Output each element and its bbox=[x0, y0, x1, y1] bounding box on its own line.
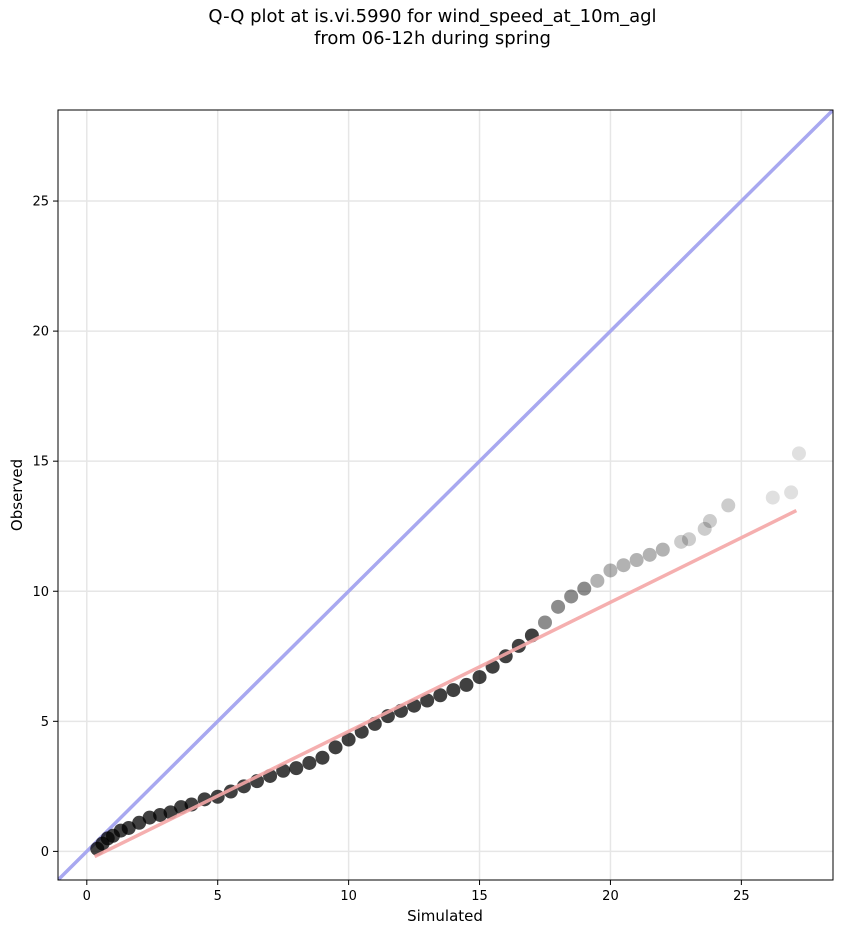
x-tick-label-1: 5 bbox=[214, 889, 222, 904]
y-tick-label-1: 5 bbox=[41, 715, 49, 730]
y-tick-label-0: 0 bbox=[41, 845, 49, 860]
data-point-42 bbox=[590, 573, 605, 588]
data-point-48 bbox=[674, 534, 689, 549]
data-point-50 bbox=[697, 521, 712, 536]
data-points bbox=[90, 446, 806, 856]
data-point-21 bbox=[315, 750, 330, 765]
x-tick-label-3: 15 bbox=[471, 889, 488, 904]
data-point-40 bbox=[564, 589, 579, 604]
y-tick-label-3: 15 bbox=[32, 455, 49, 470]
data-point-33 bbox=[472, 670, 487, 685]
fit-line bbox=[93, 509, 798, 859]
data-point-22 bbox=[328, 740, 343, 755]
x-tick-label-2: 10 bbox=[340, 889, 357, 904]
data-point-47 bbox=[655, 542, 670, 557]
data-point-51 bbox=[702, 514, 717, 529]
grid bbox=[58, 110, 833, 880]
data-point-53 bbox=[765, 490, 780, 505]
y-tick-label-4: 20 bbox=[32, 325, 49, 340]
data-point-6 bbox=[132, 815, 147, 830]
data-point-23 bbox=[341, 732, 356, 747]
data-point-44 bbox=[616, 558, 631, 573]
x-tick-label-0: 0 bbox=[83, 889, 91, 904]
x-tick-label-5: 25 bbox=[733, 889, 750, 904]
data-point-29 bbox=[420, 693, 435, 708]
data-point-31 bbox=[446, 683, 461, 698]
data-point-39 bbox=[551, 599, 566, 614]
plot-frame bbox=[57, 109, 834, 881]
data-point-5 bbox=[121, 820, 136, 835]
data-point-45 bbox=[629, 553, 644, 568]
y-axis-ticks: 0 5 10 15 20 25 bbox=[32, 195, 58, 860]
data-point-46 bbox=[642, 547, 657, 562]
data-point-38 bbox=[537, 615, 552, 630]
data-point-54 bbox=[784, 485, 799, 500]
x-axis-label: Simulated bbox=[407, 907, 483, 925]
data-point-20 bbox=[302, 755, 317, 770]
data-point-19 bbox=[289, 761, 304, 776]
y-axis-label: Observed bbox=[8, 459, 26, 531]
chart-title: Q-Q plot at is.vi.5990 for wind_speed_at… bbox=[0, 6, 843, 50]
data-point-32 bbox=[459, 677, 474, 692]
data-point-49 bbox=[681, 532, 696, 547]
data-point-7 bbox=[142, 810, 157, 825]
data-point-41 bbox=[577, 581, 592, 596]
chart-title-line-1: Q-Q plot at is.vi.5990 for wind_speed_at… bbox=[208, 6, 657, 27]
data-point-55 bbox=[791, 446, 806, 461]
chart-title-line-2: from 06-12h during spring bbox=[314, 28, 551, 49]
data-point-30 bbox=[433, 688, 448, 703]
x-axis-ticks: 0 5 10 15 20 25 bbox=[83, 880, 750, 904]
data-point-52 bbox=[721, 498, 736, 513]
y-tick-label-2: 10 bbox=[32, 585, 49, 600]
identity-line bbox=[58, 110, 833, 880]
x-tick-label-4: 20 bbox=[602, 889, 619, 904]
data-point-8 bbox=[153, 807, 168, 822]
y-tick-label-5: 25 bbox=[32, 195, 49, 210]
data-point-43 bbox=[603, 563, 618, 578]
